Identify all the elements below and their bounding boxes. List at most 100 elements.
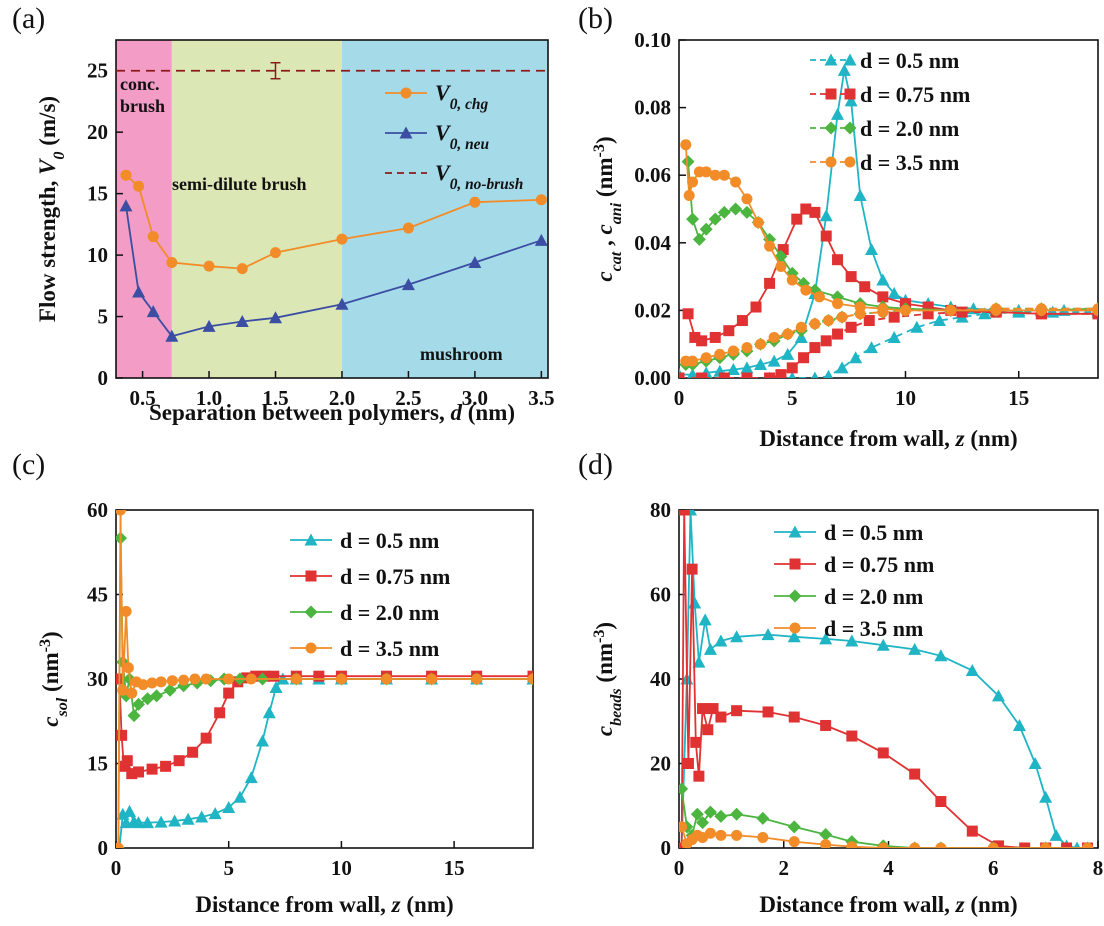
legend-label: V0, chg [435,80,488,113]
series-1-ani-point [845,321,857,333]
series-2-cat-point [692,232,706,246]
y-tick-label: 0.02 [634,298,671,322]
series-3-point [731,829,743,841]
series-2-point [756,811,770,825]
series-2-point [690,807,704,821]
series-3-ani-point [700,352,712,364]
series-1-point [707,703,719,715]
series-1-point [119,199,133,212]
legend-marker [824,121,838,135]
series-1-point [731,705,743,717]
legend-marker [843,121,857,135]
series-3-point [335,673,347,685]
series-0-cat-point [887,287,901,299]
series-0-point [965,664,979,677]
series-0-point [244,771,258,784]
y-axis-label: Flow strength, V0 (m/s) [35,96,68,322]
x-tick-label: 3.0 [462,386,488,410]
legend-marker [305,570,317,582]
series-3-line [117,510,533,848]
y-tick-label: 25 [87,59,108,83]
series-3-ani-point [755,338,767,350]
series-3-point [426,673,438,685]
legend-label: d = 0.75 nm [824,552,934,577]
series-1-ani-point [696,372,708,378]
series-1-ani-point [863,315,875,327]
series-3-point [1082,842,1094,848]
region-label: conc. [120,74,160,94]
series-1-point [468,255,482,268]
series-1-cat-point [736,315,748,327]
series-1-cat-point [877,291,889,303]
plot-area [679,63,1098,378]
series-1-point [788,711,800,723]
series-0-point [1039,790,1053,803]
legend-label: d = 0.75 nm [340,564,450,589]
series-3-ani-point [822,315,834,327]
legend-label-part: V [435,160,452,185]
series-2-line [680,788,1088,848]
y-axis-label-part: Flow strength, [35,175,60,322]
legend-label: d = 3.5 nm [824,616,923,641]
series-1-point [693,770,705,782]
series-3-point [715,829,727,841]
series-1-point [160,760,172,772]
series-1-point [313,670,325,682]
x-tick-label: 15 [1008,386,1029,410]
series-2-point [696,816,710,830]
plot-area [116,510,533,848]
series-0-point [256,734,270,747]
y-axis-label-part: cat [608,251,625,271]
legend-label: d = 0.5 nm [860,48,959,73]
series-0-point [469,196,481,208]
x-tick-label: 8 [1093,856,1104,880]
series-1-cat-point [777,244,789,256]
series-3-point [527,673,533,685]
series-1-point [715,711,727,723]
legend-marker [825,88,837,100]
series-3-ani-point [782,328,794,340]
series-1-point [966,825,978,837]
series-1-ani-point [775,369,787,378]
series-1-cat-point [809,206,821,218]
series-3-point [704,827,716,839]
panel-c: 0 5 10 15 0 15 30 45 60 (c) Distance from wall, z … [12,448,534,917]
series-3-point [987,842,999,848]
series-3-cat-point [786,274,798,286]
series-3-cat-point [813,291,825,303]
x-tick-label: 1.5 [262,386,288,410]
series-1-point [269,311,283,324]
series-3-ani-point [945,304,957,316]
series-0-ani-point [811,371,819,378]
series-0-ani-point [978,307,992,320]
series-3-point [155,676,167,688]
series-1-point [820,719,832,731]
series-1-point [126,768,138,780]
y-tick-label: 60 [650,583,671,607]
y-axis-label-part: , [592,235,617,252]
series-1-point [992,840,1004,848]
legend-marker [824,53,838,66]
series-3-point [679,821,688,833]
series-0-point [714,634,728,647]
panel-label: (b) [578,2,613,35]
x-axis-label: Separation between polymers, d (nm) [149,400,515,425]
series-3-point [126,687,138,699]
series-0-cat-point [865,243,879,256]
legend-marker [789,622,801,634]
series-0-ani-point [1046,305,1060,318]
series-3-ani-point [1035,303,1047,315]
y-axis-label-part: ) [38,631,63,639]
legend-marker [844,156,856,168]
y-axis-label-part: (m/s) [35,96,60,152]
series-1-point [146,305,160,318]
series-1-cat-point [820,230,832,242]
legend-label: V0, neu [435,120,489,153]
legend-label: d = 2.0 nm [860,116,959,141]
series-1-point [116,729,128,741]
series-1-point [935,796,947,808]
x-axis-label: Distance from wall, z (nm) [759,426,1017,451]
x-tick-label: 0 [674,386,685,410]
series-3-cat-point [800,284,812,296]
series-3-cat-point [764,240,776,252]
